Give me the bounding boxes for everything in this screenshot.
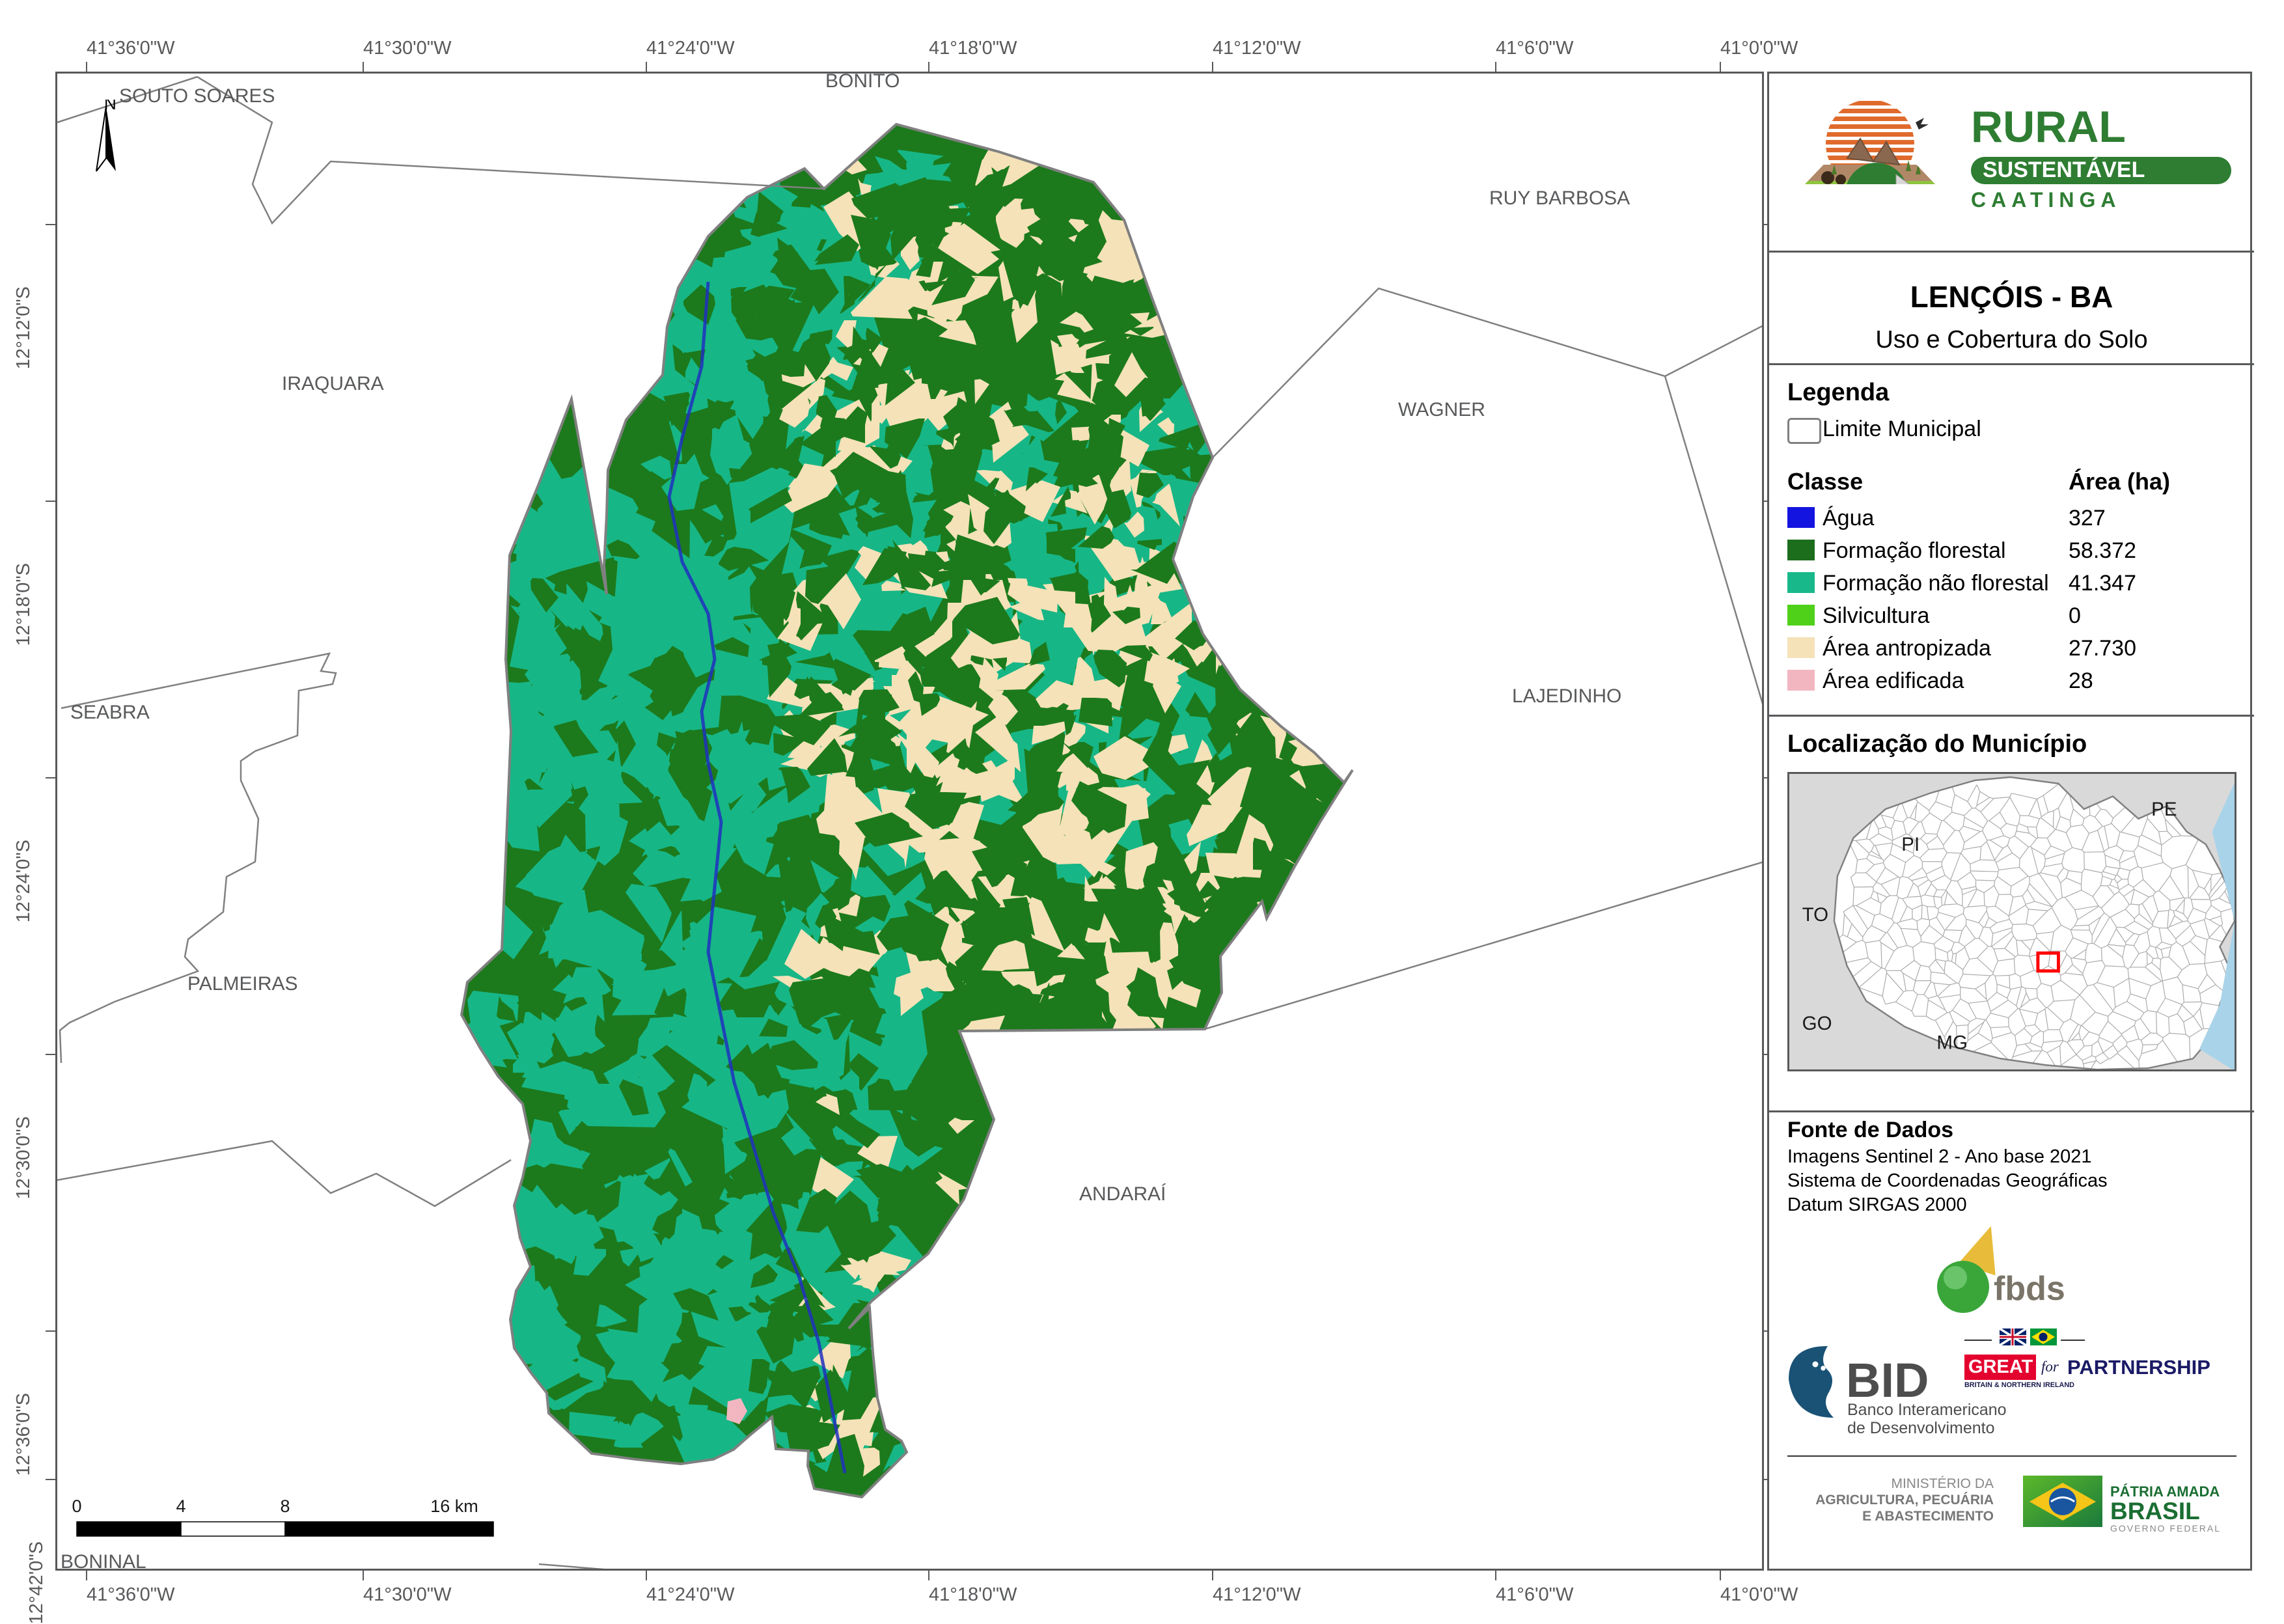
- svg-text:GO: GO: [1802, 1013, 1832, 1034]
- svg-text:SUSTENTÁVEL: SUSTENTÁVEL: [1983, 158, 2145, 182]
- svg-text:TO: TO: [1802, 904, 1828, 926]
- svg-text:CAATINGA: CAATINGA: [1971, 188, 2121, 212]
- svg-text:GOVERNO FEDERAL: GOVERNO FEDERAL: [2110, 1523, 2221, 1534]
- svg-text:PE: PE: [2151, 799, 2177, 820]
- svg-text:fbds: fbds: [1994, 1270, 2065, 1308]
- svg-text:for: for: [2041, 1358, 2059, 1375]
- svg-text:PARTNERSHIP: PARTNERSHIP: [2067, 1356, 2210, 1379]
- svg-text:PI: PI: [1901, 834, 1919, 855]
- svg-text:BID: BID: [1846, 1353, 1929, 1407]
- svg-text:BRASIL: BRASIL: [2110, 1498, 2200, 1524]
- svg-text:MG: MG: [1936, 1032, 1968, 1054]
- svg-text:RURAL: RURAL: [1971, 102, 2126, 152]
- svg-text:BRITAIN & NORTHERN IRELAND: BRITAIN & NORTHERN IRELAND: [1964, 1381, 2074, 1389]
- svg-text:GREAT: GREAT: [1968, 1356, 2033, 1377]
